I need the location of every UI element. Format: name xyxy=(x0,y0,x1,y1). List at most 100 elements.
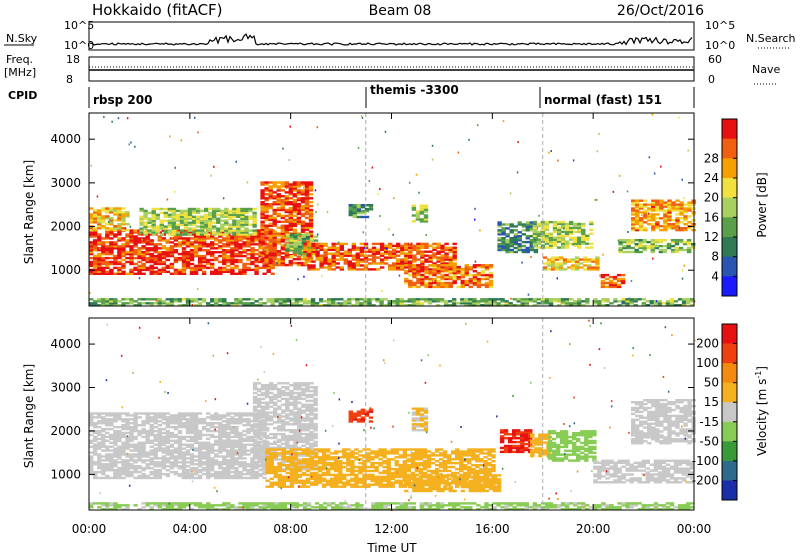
heatmap-speck xyxy=(431,144,434,147)
heatmap-cell xyxy=(630,240,635,244)
heatmap-cell xyxy=(260,468,266,471)
heatmap-cell xyxy=(383,256,389,259)
heatmap-cell xyxy=(163,227,168,230)
heatmap-cell xyxy=(550,262,556,265)
heatmap-cell xyxy=(396,264,401,267)
heatmap-cell xyxy=(432,246,437,249)
heatmap-cell xyxy=(415,212,421,215)
heatmap-cell xyxy=(222,463,227,466)
heatmap-cell xyxy=(272,185,277,188)
heatmap-cell xyxy=(319,248,324,251)
heatmap-cell xyxy=(639,228,644,232)
heatmap-cell xyxy=(224,231,229,234)
heatmap-cell xyxy=(347,268,352,271)
heatmap-speck xyxy=(119,270,122,273)
heatmap-cell xyxy=(230,412,235,415)
heatmap-cell xyxy=(149,476,154,480)
heatmap-cell xyxy=(289,446,294,449)
heatmap-cell xyxy=(587,260,592,263)
heatmap-cell xyxy=(109,219,114,222)
heatmap-cell xyxy=(327,302,332,305)
heatmap-cell xyxy=(161,262,166,266)
heatmap-speck xyxy=(385,247,388,250)
heatmap-cell xyxy=(416,281,421,285)
heatmap-cell xyxy=(218,445,223,448)
heatmap-cell xyxy=(671,227,676,230)
heatmap-cell xyxy=(272,218,277,222)
heatmap-cell xyxy=(97,414,102,417)
heatmap-cell xyxy=(548,220,554,224)
heatmap-cell xyxy=(145,453,150,456)
heatmap-cell xyxy=(556,300,562,303)
heatmap-cell xyxy=(297,454,302,457)
heatmap-cell xyxy=(532,300,538,303)
heatmap-cell xyxy=(667,213,672,216)
heatmap-cell xyxy=(129,425,134,429)
heatmap-cell xyxy=(265,393,270,397)
heatmap-cell xyxy=(285,417,290,420)
heatmap-cell xyxy=(155,207,160,211)
ytick-label: 2000 xyxy=(50,220,81,234)
heatmap-cell xyxy=(292,183,298,186)
heatmap-cell xyxy=(242,270,247,273)
ytick-label: 1000 xyxy=(50,263,81,277)
heatmap-cell xyxy=(260,238,265,241)
heatmap-cell xyxy=(581,234,586,237)
heatmap-cell xyxy=(260,246,265,249)
heatmap-cell xyxy=(546,262,552,265)
heatmap-cell xyxy=(193,437,199,441)
heatmap-cell xyxy=(289,241,295,244)
heatmap-cell xyxy=(300,226,306,229)
heatmap-cell xyxy=(558,258,564,261)
heatmap-cell xyxy=(189,237,195,240)
heatmap-cell xyxy=(331,304,336,307)
heatmap-cell xyxy=(645,304,650,307)
heatmap-cell xyxy=(432,273,437,277)
heatmap-cell xyxy=(294,302,300,305)
heatmap-cell xyxy=(532,228,538,232)
heatmap-cell xyxy=(189,427,195,431)
heatmap-cell xyxy=(240,209,245,213)
heatmap-cell xyxy=(193,264,199,268)
heatmap-cell xyxy=(319,246,324,249)
heatmap-cell xyxy=(281,425,286,428)
heatmap-cell xyxy=(185,254,191,258)
heatmap-cell xyxy=(296,256,302,259)
heatmap-cell xyxy=(690,298,695,301)
heatmap-cell xyxy=(280,203,285,206)
heatmap-cell xyxy=(238,451,243,454)
heatmap-cell xyxy=(191,211,197,215)
heatmap-cell xyxy=(395,302,400,305)
heatmap-cell xyxy=(165,247,170,250)
heatmap-cell xyxy=(246,443,251,446)
heatmap-cell xyxy=(93,416,98,419)
heatmap-cell xyxy=(151,221,156,224)
heatmap-cell xyxy=(669,302,675,305)
heatmap-cell xyxy=(379,304,384,307)
heatmap-cell xyxy=(651,228,656,232)
heatmap-cell xyxy=(189,431,195,435)
heatmap-cell xyxy=(663,219,668,222)
heatmap-cell xyxy=(185,418,191,421)
heatmap-cell xyxy=(117,447,122,450)
heatmap-cell xyxy=(149,412,154,415)
heatmap-cell xyxy=(173,256,179,260)
heatmap-cell xyxy=(169,435,175,439)
heatmap-cell xyxy=(260,201,265,204)
heatmap-cell xyxy=(250,262,255,266)
heatmap-cell xyxy=(314,304,320,307)
heatmap-cell xyxy=(101,470,106,474)
heatmap-cell xyxy=(540,222,546,226)
heatmap-cell xyxy=(293,450,298,453)
heatmap-cell xyxy=(220,209,225,213)
heatmap-cell xyxy=(137,431,142,435)
heatmap-cell xyxy=(89,420,94,423)
heatmap-cell xyxy=(581,242,586,245)
heatmap-cell xyxy=(300,193,306,196)
heatmap-cell xyxy=(93,209,98,212)
heatmap-cell xyxy=(423,216,429,219)
heatmap-cell xyxy=(460,302,465,305)
heatmap-cell xyxy=(252,399,258,403)
colorbar-swatch xyxy=(722,197,737,218)
heatmap-cell xyxy=(97,463,102,466)
